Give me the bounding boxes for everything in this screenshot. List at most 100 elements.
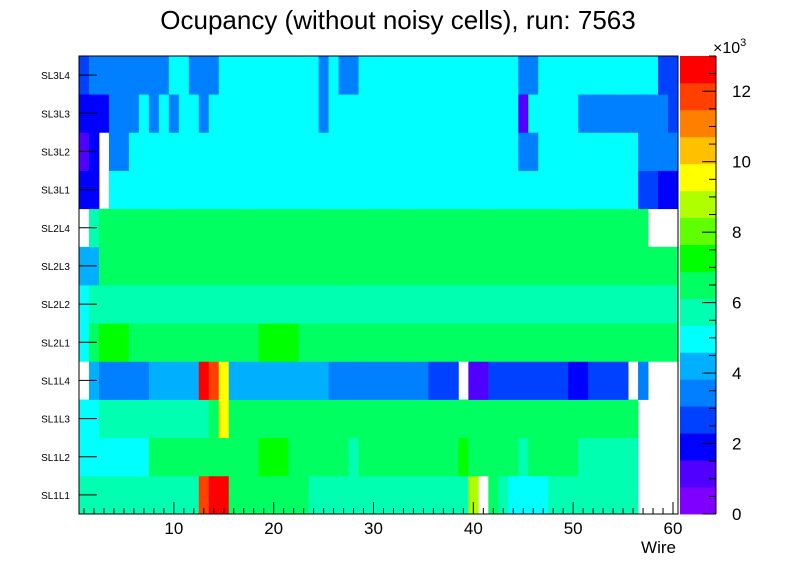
heatmap-cell [598,170,609,210]
heatmap-cell [598,475,609,515]
heatmap-cell [158,94,170,133]
heatmap-cell [558,170,569,210]
heatmap-cell [418,323,429,362]
heatmap-cell [198,475,210,515]
heatmap-cell [628,323,639,362]
heatmap-cell [578,132,589,171]
heatmap-cell [428,132,439,171]
heatmap-cell [468,285,479,324]
heatmap-cell [378,323,389,362]
color-scale-tick-label: 10 [732,153,751,172]
heatmap-cell [528,437,539,477]
heatmap-cell [588,475,599,515]
heatmap-cell [578,437,589,477]
heatmap-cell [568,437,579,477]
heatmap-cell [548,285,559,324]
heatmap-cell [98,475,110,515]
heatmap-cell [428,56,439,95]
heatmap-cell [348,208,359,248]
heatmap-cell [518,399,529,439]
heatmap-cell [338,399,349,439]
heatmap-cell [318,323,329,362]
y-tick-label: SL3L2 [41,147,70,158]
heatmap-cell [518,246,529,286]
heatmap-cell [418,437,429,477]
heatmap-cell [158,399,170,439]
heatmap-cell [248,170,260,210]
heatmap-cell [538,132,549,171]
heatmap-cell [118,56,130,95]
heatmap-cell [468,437,479,477]
heatmap-cell [198,208,210,248]
color-scale-exponent-power: 3 [740,37,746,49]
heatmap-cell [558,94,569,133]
heatmap-cell [548,208,559,248]
heatmap-cell [248,208,260,248]
heatmap-cell [498,475,509,515]
heatmap-cell [668,132,679,171]
heatmap-cell [278,437,290,477]
color-scale-segment [680,109,716,138]
heatmap-cell [468,399,479,439]
heatmap-cell [568,56,579,95]
heatmap-cell [458,208,469,248]
heatmap-cell [558,475,569,515]
heatmap-cell [128,399,140,439]
color-scale-exponent-base: ×10 [713,40,740,57]
heatmap-cell [538,323,549,362]
heatmap-cell [448,132,459,171]
heatmap-cell [358,285,369,324]
heatmap-cell [468,246,479,286]
heatmap-cell [568,170,579,210]
heatmap-cell [418,208,429,248]
heatmap-cell [568,475,579,515]
heatmap-cell [528,246,539,286]
heatmap-cell [338,170,349,210]
heatmap-cell [228,437,240,477]
heatmap-cell [288,94,300,133]
heatmap-cell [388,208,399,248]
heatmap-cell [638,208,649,248]
heatmap-cell [228,94,240,133]
heatmap-cell [168,246,180,286]
heatmap-cell [108,94,120,133]
heatmap-cell [338,208,349,248]
heatmap-cell [98,399,110,439]
heatmap-cell [358,170,369,210]
heatmap-cell [578,285,589,324]
heatmap-cell [438,246,449,286]
heatmap-cell [218,475,230,515]
heatmap-cell [538,208,549,248]
heatmap-cell [478,170,489,210]
heatmap-cell [158,246,170,286]
heatmap-cell [388,399,399,439]
heatmap-cell [138,285,150,324]
heatmap-cell [198,246,210,286]
heatmap-cell [228,170,240,210]
heatmap-cell [108,399,120,439]
heatmap-cell [278,170,290,210]
heatmap-cell [638,132,649,171]
heatmap-cell [448,399,459,439]
heatmap-cell [478,323,489,362]
heatmap-cell [158,475,170,515]
heatmap-cell [208,170,220,210]
heatmap-cell [418,94,429,133]
heatmap-cell [398,208,409,248]
heatmap-cell [368,94,379,133]
y-tick-label: SL2L4 [41,224,70,235]
heatmap-cell [598,132,609,171]
heatmap-cell [208,132,220,171]
heatmap-cell [208,208,220,248]
heatmap-cell [588,170,599,210]
y-tick-label: SL1L3 [41,415,70,426]
heatmap-cell [258,437,270,477]
heatmap-cell [408,361,419,400]
heatmap-cell [468,208,479,248]
heatmap-cell [128,361,140,400]
heatmap-cell [598,246,609,286]
heatmap-cell [548,399,559,439]
heatmap-cell [598,94,609,133]
heatmap-cell [328,170,339,210]
heatmap-cell [468,361,479,400]
